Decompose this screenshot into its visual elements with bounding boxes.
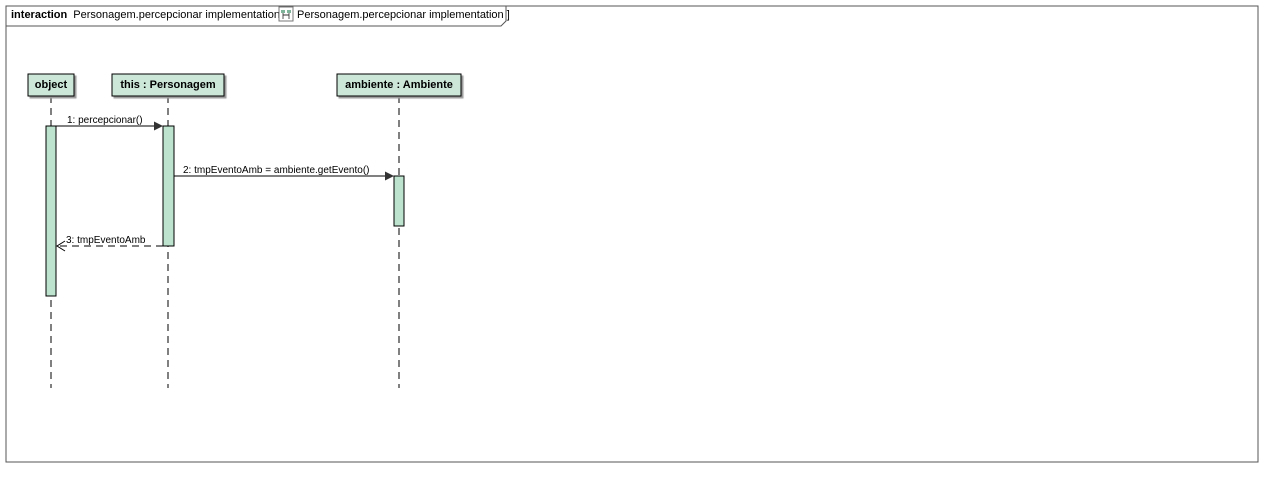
frame-label-tab [6,6,507,27]
message-3-arrowhead [56,240,66,252]
message-3-label: 3: tmpEventoAmb [66,235,146,246]
message-1[interactable]: 1: percepcionar() [56,115,163,131]
message-2-label: 2: tmpEventoAmb = ambiente.getEvento() [183,165,370,176]
message-2[interactable]: 2: tmpEventoAmb = ambiente.getEvento() [174,165,394,181]
frame-name: Personagem.percepcionar implementation[ [73,9,283,21]
frame-keyword: interaction [11,9,68,21]
message-1-arrowhead [154,121,163,131]
lifeline-object-head [27,73,75,97]
lifeline-ambiente-head [336,73,462,97]
activation-ambiente[interactable] [393,175,405,227]
activation-this[interactable] [162,125,175,247]
lifeline-this-label: this : Personagem [120,79,216,91]
lifeline-ambiente[interactable]: ambiente : Ambiente [336,73,462,388]
lifeline-ambiente-label: ambiente : Ambiente [345,79,453,91]
activation-object[interactable] [45,125,57,297]
lifeline-this-head [111,73,225,97]
sequence-diagram-icon [278,6,294,22]
frame-ref-name: Personagem.percepcionar implementation ] [297,9,510,21]
message-1-label: 1: percepcionar() [67,115,143,126]
message-3[interactable]: 3: tmpEventoAmb [56,235,163,252]
frame-label: interaction Personagem.percepcionar impl… [11,9,283,21]
lifeline-this[interactable]: this : Personagem [111,73,225,388]
message-2-arrowhead [385,171,394,181]
lifeline-object-label: object [35,79,68,91]
